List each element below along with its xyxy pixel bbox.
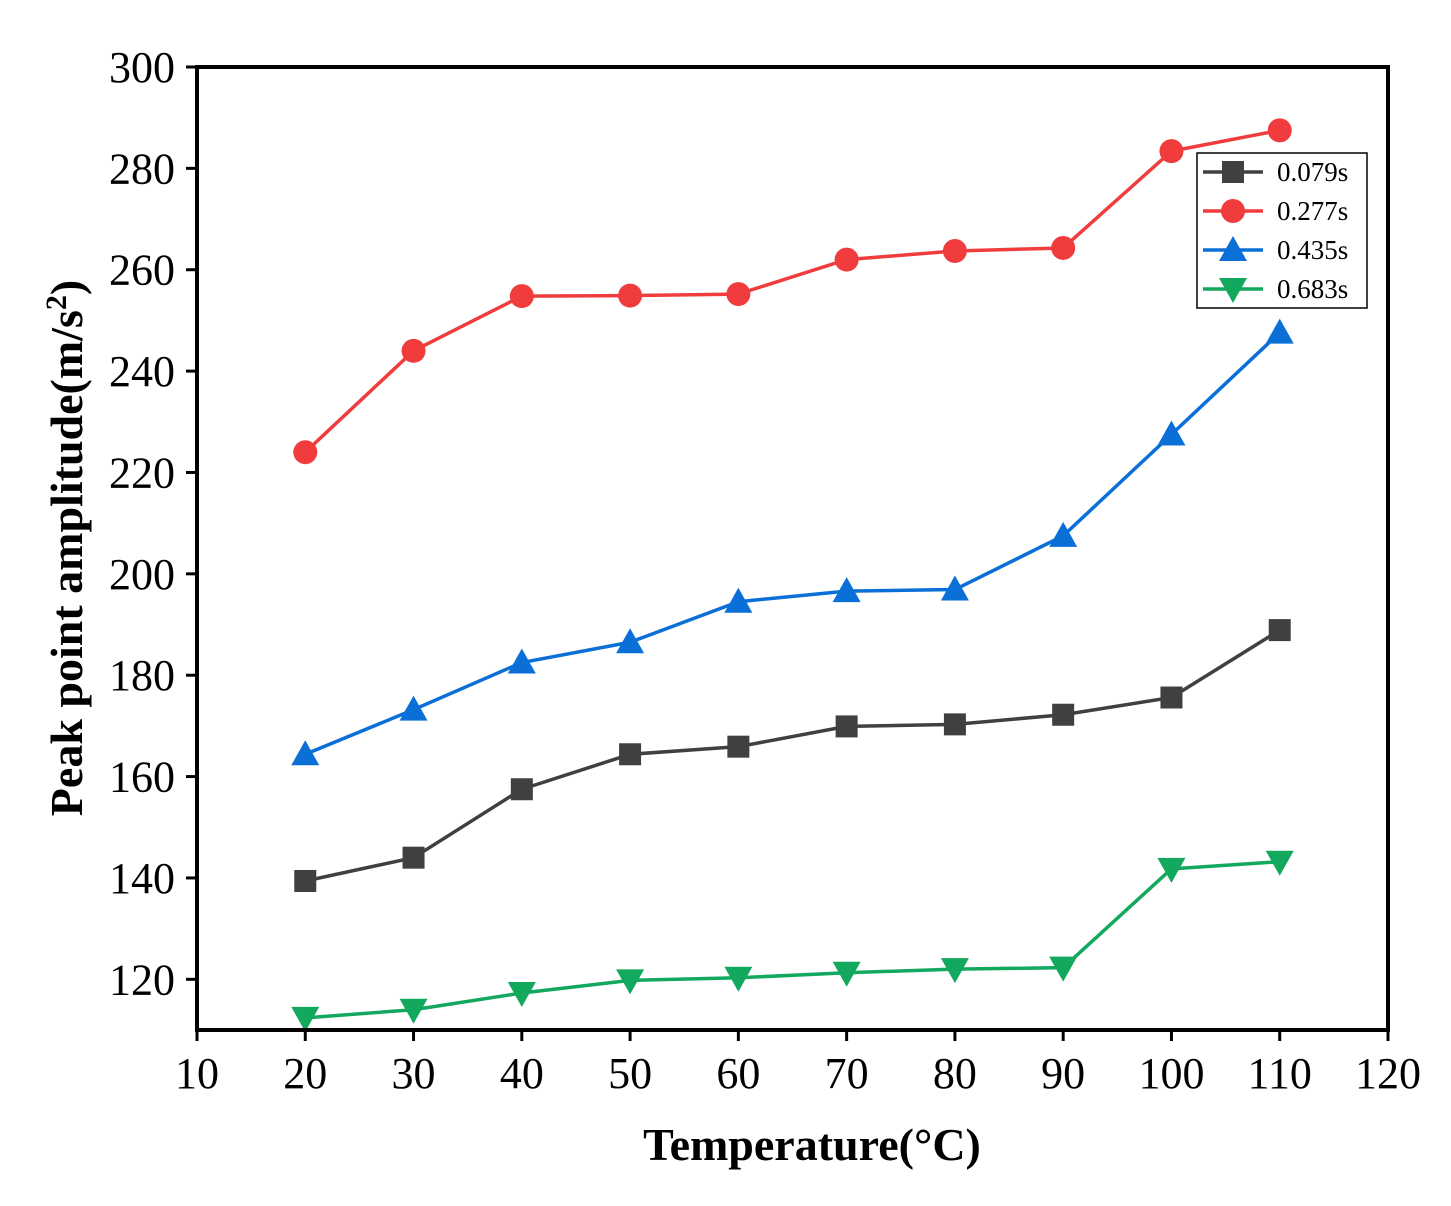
legend-label: 0.683s [1277,274,1348,304]
data-point [1052,703,1075,726]
data-point [940,958,969,984]
data-point [507,648,536,674]
data-point [1051,235,1076,260]
data-point [401,338,426,363]
data-point [616,628,645,654]
y-axis-title-end: ) [41,280,92,295]
data-point [616,969,645,995]
y-axis-title-superscript: 2 [40,295,73,310]
data-point [726,282,751,307]
y-tick-label: 300 [109,43,175,92]
data-point [510,778,533,801]
data-point [724,587,753,613]
legend-marker [1219,278,1247,303]
x-tick-label: 70 [825,1049,869,1098]
x-tick-label: 40 [500,1049,544,1098]
series-0.277s [293,118,1292,465]
series-0.435s [291,318,1294,766]
data-point [1265,850,1294,876]
data-point [619,743,642,766]
y-axis-title-main: Peak point amplitude(m/s [41,310,92,816]
x-tick-label: 30 [392,1049,436,1098]
data-point [727,735,750,758]
x-tick-label: 120 [1355,1049,1421,1098]
y-tick-label: 200 [109,550,175,599]
series-line [305,859,1280,1020]
legend-label: 0.277s [1277,196,1348,226]
series-layer [291,118,1294,1032]
plot-frame [195,65,1390,1032]
data-point [507,982,536,1008]
y-tick-label: 220 [109,448,175,497]
y-tick-label: 280 [109,144,175,193]
data-point [293,440,318,465]
x-tick-label: 90 [1041,1049,1085,1098]
series-0.079s [294,619,1291,892]
data-point [832,577,861,603]
y-axis: 120 140 160 180 200 220 240 260 280 300 [109,43,197,1004]
legend-marker [1222,161,1244,183]
legend-entry: 0.277s [1203,196,1348,226]
data-point [832,961,861,987]
data-point [291,740,320,766]
series-line [304,331,1281,756]
data-point [291,1006,320,1032]
y-tick-label: 120 [109,955,175,1004]
y-tick-label: 140 [109,854,175,903]
legend-entry: 0.435s [1203,235,1348,265]
data-point [1265,318,1294,344]
x-tick-label: 60 [716,1049,760,1098]
data-point [1157,857,1186,883]
data-point [509,284,534,309]
y-tick-label: 240 [109,347,175,396]
data-point [940,575,969,601]
data-point [834,247,859,272]
data-point [399,695,428,721]
data-point [1159,139,1184,164]
data-point [1267,118,1292,143]
data-point [402,846,425,869]
data-point [294,869,317,892]
x-tick-label: 50 [608,1049,652,1098]
x-axis-title: Temperature(°C) [643,1119,981,1170]
x-tick-label: 80 [933,1049,977,1098]
y-axis-title: Peak point amplitude(m/s2) [40,280,93,816]
legend-label: 0.435s [1277,235,1348,265]
data-point [1049,521,1078,547]
legend: 0.079s 0.277s 0.435s 0.683s [1196,152,1368,309]
data-point [943,713,966,736]
legend-marker [1219,236,1247,261]
data-point [942,238,967,263]
x-tick-label: 110 [1248,1049,1312,1098]
data-point [1160,686,1183,709]
legend-marker [1221,199,1245,223]
legend-entry: 0.079s [1203,157,1348,187]
data-point [1049,956,1078,982]
x-tick-label: 20 [283,1049,327,1098]
y-tick-label: 180 [109,651,175,700]
y-tick-label: 260 [109,246,175,295]
data-point [1268,619,1291,642]
series-0.683s [291,850,1294,1032]
data-point [724,966,753,992]
data-point [835,715,858,738]
data-point [1157,420,1186,446]
legend-entry: 0.683s [1203,274,1348,304]
legend-label: 0.079s [1277,157,1348,187]
data-point [618,283,643,308]
x-tick-label: 100 [1138,1049,1204,1098]
x-tick-label: 10 [175,1049,219,1098]
series-line [304,128,1281,454]
data-point [399,998,428,1024]
series-line [304,628,1281,883]
x-axis: 10 20 30 40 50 60 70 80 90 100 110 120 [175,1030,1421,1098]
y-tick-label: 160 [109,753,175,802]
